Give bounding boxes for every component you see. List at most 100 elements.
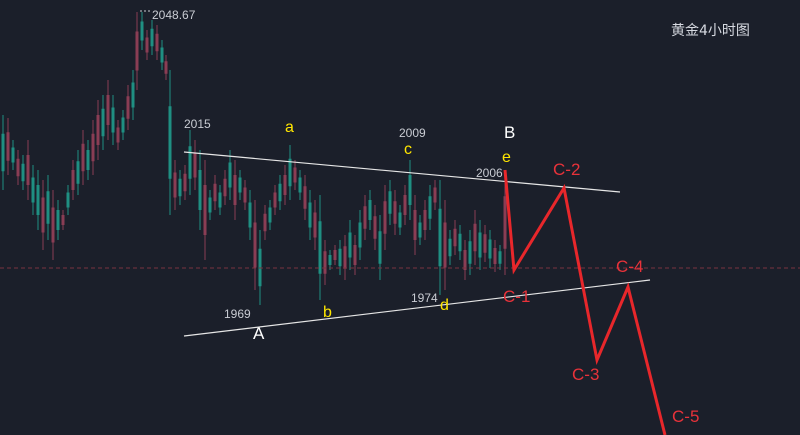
candle <box>51 190 55 260</box>
candle <box>193 140 197 190</box>
candle <box>408 160 412 220</box>
projection-label: C-4 <box>616 257 643 276</box>
candle <box>26 140 30 200</box>
candle <box>168 70 172 215</box>
candle <box>463 240 467 280</box>
candle <box>140 12 144 50</box>
candle <box>493 240 497 272</box>
candle <box>106 80 110 140</box>
candle <box>298 170 302 200</box>
candle <box>6 118 10 175</box>
candle <box>188 130 192 195</box>
candle <box>253 200 257 290</box>
price-label: 2009 <box>399 126 426 140</box>
candle <box>21 155 25 190</box>
candle <box>243 180 247 210</box>
candle <box>293 160 297 190</box>
candle <box>383 185 387 250</box>
projection-label: C-3 <box>572 365 599 384</box>
candle <box>233 160 237 220</box>
candle <box>71 160 75 200</box>
wave-label-major: B <box>504 123 515 142</box>
candle <box>76 150 80 195</box>
candle <box>81 130 85 185</box>
candle <box>155 25 159 60</box>
candle <box>150 20 154 55</box>
candle <box>423 200 427 240</box>
price-label: 1974 <box>411 291 438 305</box>
candle <box>135 12 139 90</box>
candle <box>178 170 182 205</box>
trendlines <box>183 151 651 337</box>
candle <box>16 150 20 185</box>
candle <box>11 140 15 170</box>
projection-path <box>503 169 667 435</box>
candle <box>36 170 40 230</box>
candle <box>453 220 457 255</box>
candle <box>488 230 492 268</box>
price-label: 2006 <box>476 166 503 180</box>
candle <box>503 170 507 275</box>
candle <box>228 150 232 200</box>
candle <box>116 120 120 150</box>
candle <box>443 200 447 290</box>
candle <box>343 235 347 280</box>
candle <box>131 70 135 120</box>
candle <box>403 185 407 225</box>
candle <box>478 220 482 270</box>
candle <box>56 200 60 240</box>
candle <box>413 195 417 255</box>
wave-label-minor: b <box>323 304 332 321</box>
candle <box>283 165 287 205</box>
candle <box>238 170 242 200</box>
candle <box>223 170 227 205</box>
candle <box>373 205 377 250</box>
candle <box>483 225 487 262</box>
candle <box>218 185 222 215</box>
wave-label-major: A <box>253 324 265 343</box>
candle <box>498 245 502 270</box>
candle <box>473 210 477 265</box>
candle <box>1 115 5 190</box>
candle <box>318 195 322 300</box>
candle <box>328 250 332 270</box>
candle <box>213 175 217 210</box>
candle <box>433 180 437 210</box>
wave-label-minor: d <box>440 297 449 314</box>
candle <box>308 190 312 240</box>
candle <box>263 205 267 240</box>
candle <box>268 200 272 230</box>
trendline-upper <box>183 151 621 193</box>
trendline-lower <box>183 279 651 337</box>
price-label: 1969 <box>224 307 251 321</box>
candle <box>198 150 202 230</box>
candle <box>288 145 292 200</box>
candle <box>145 30 149 60</box>
candle <box>363 195 367 240</box>
candle <box>164 55 168 80</box>
candle <box>303 175 307 220</box>
wave-label-minor: a <box>285 119 294 136</box>
candle <box>323 240 327 285</box>
candle <box>448 230 452 265</box>
candle <box>313 200 317 250</box>
chart-title: 黄金4小时图 <box>671 23 750 39</box>
candle <box>398 205 402 235</box>
candle <box>41 180 45 250</box>
wave-label-minor: c <box>404 141 412 158</box>
candle <box>96 100 100 160</box>
candle <box>248 190 252 240</box>
candles <box>1 12 507 305</box>
candle <box>126 85 130 130</box>
candle <box>160 40 164 70</box>
candle <box>428 185 432 230</box>
price-label: 2015 <box>184 117 211 131</box>
candle <box>66 185 70 215</box>
candle <box>111 95 115 145</box>
candle <box>208 190 212 220</box>
price-label: 2048.67 <box>152 8 196 22</box>
candle <box>101 95 105 150</box>
projection-label: C-5 <box>672 407 699 426</box>
